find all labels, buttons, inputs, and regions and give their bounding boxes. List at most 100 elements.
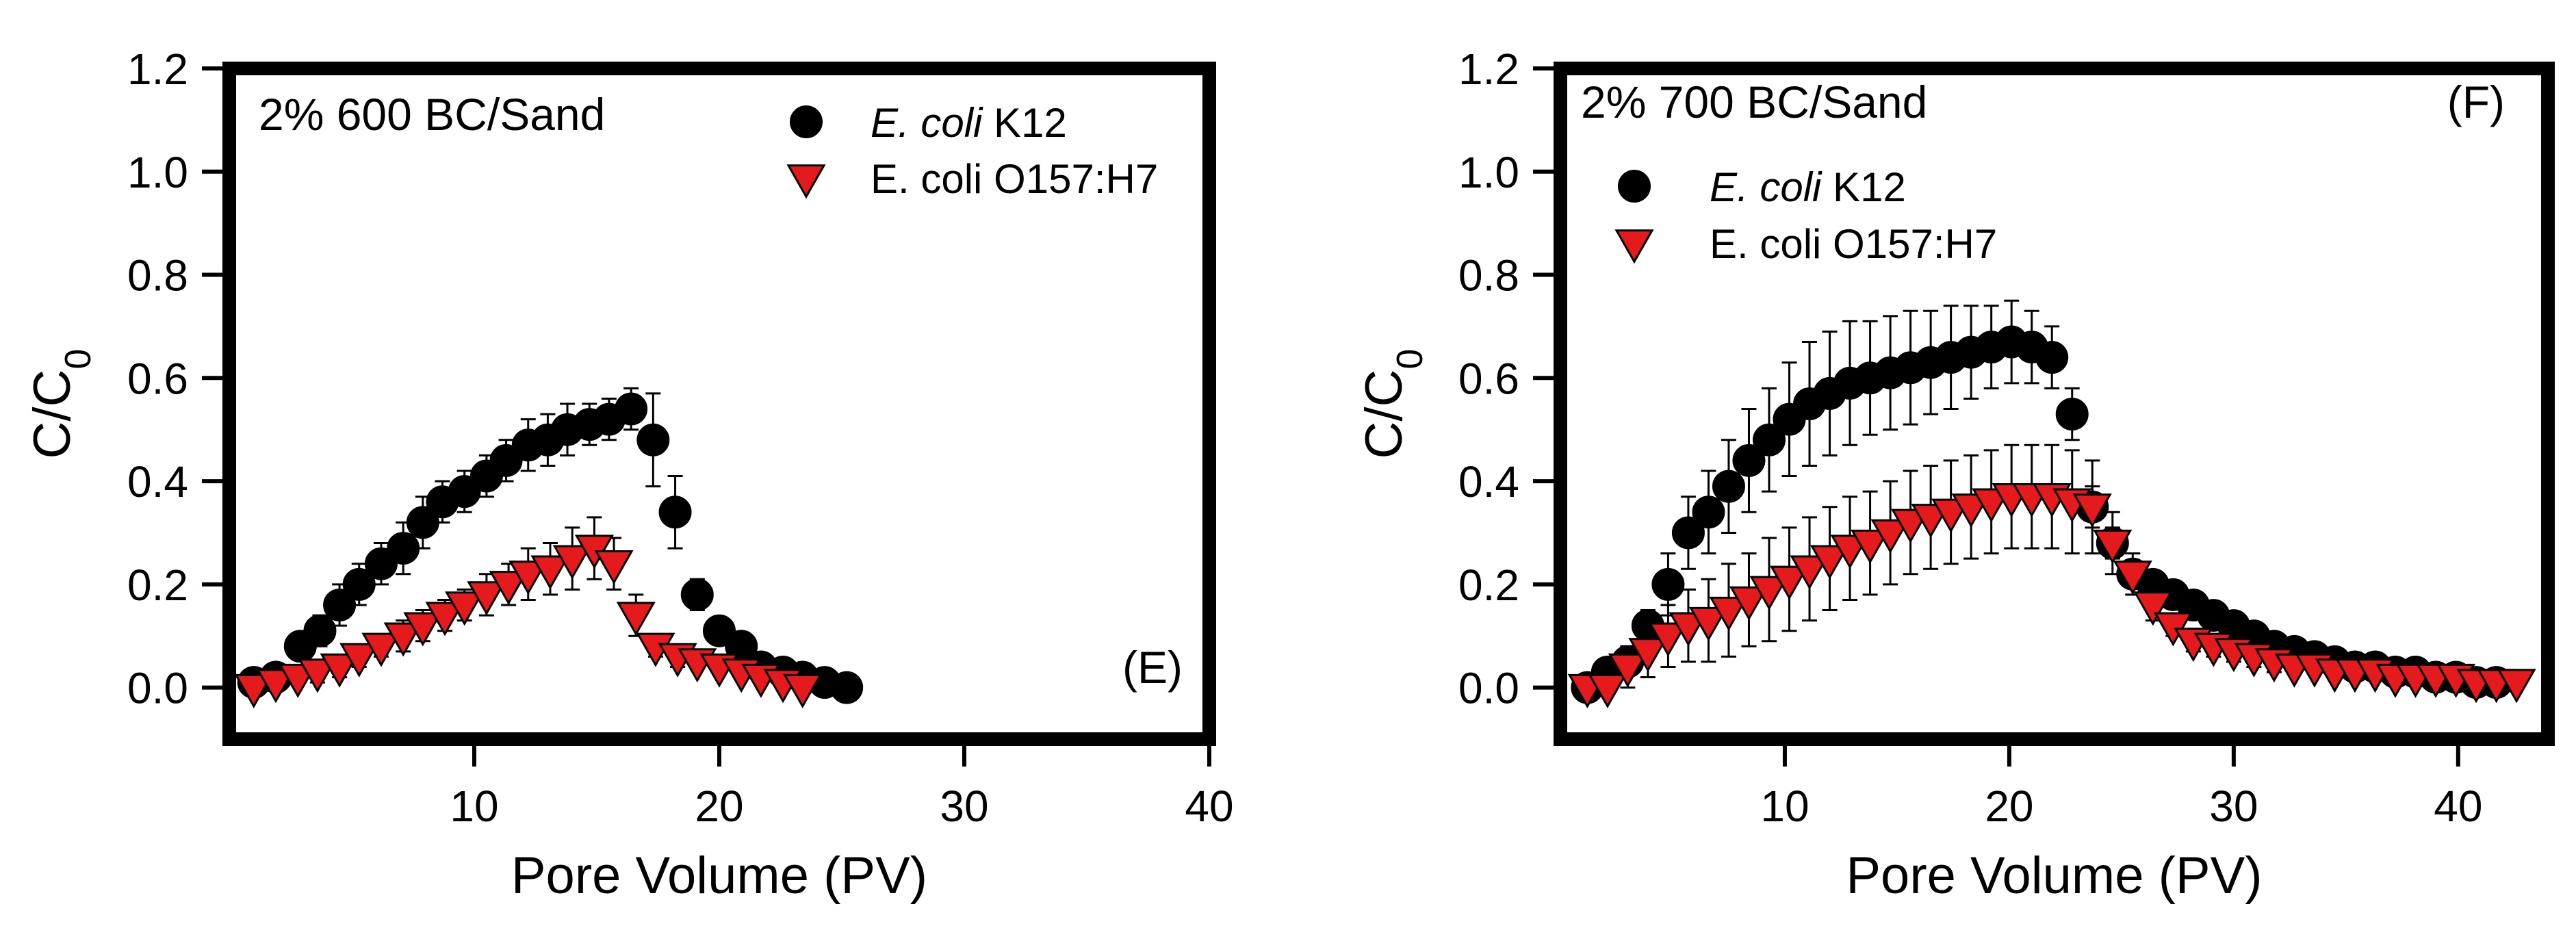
legend-label: E. coli K12 [1710, 164, 1906, 210]
data-point [361, 632, 401, 667]
data-point [530, 555, 570, 590]
x-tick-label: 10 [1760, 782, 1809, 831]
data-point [2093, 529, 2133, 564]
panel-label: (F) [2447, 77, 2505, 127]
series-k12 [1571, 299, 2513, 704]
series-o157 [234, 516, 823, 708]
legend-label-italic: E. coli [1710, 164, 1822, 210]
y-axis-label-main: C/C [1355, 370, 1413, 459]
y-tick-label: 1.0 [1458, 148, 1519, 197]
data-point [1709, 596, 1749, 631]
data-point [615, 392, 648, 426]
data-point [339, 643, 379, 678]
legend-label: E. coli K12 [871, 100, 1067, 146]
data-point [616, 602, 656, 636]
legend-label-text: E. coli O157:H7 [871, 156, 1158, 202]
data-point [489, 571, 528, 606]
y-axis-label-main: C/C [23, 370, 81, 459]
x-tick-label: 30 [940, 782, 988, 831]
data-point [1732, 443, 1766, 477]
data-point [467, 581, 506, 616]
data-point [658, 496, 692, 529]
legend-label-italic: E. coli [871, 100, 983, 146]
x-tick-label: 30 [2209, 782, 2258, 831]
data-point [783, 673, 823, 708]
data-point [1809, 545, 1850, 580]
data-point [1671, 516, 1705, 550]
data-point [298, 658, 337, 693]
data-point [1769, 565, 1809, 600]
panel-title: 2% 600 BC/Sand [259, 89, 605, 140]
panel-title: 2% 700 BC/Sand [1581, 77, 1927, 127]
y-axis-label-subscript: 0 [1389, 349, 1430, 370]
panel-label: (E) [1122, 642, 1183, 693]
legend-marker [1614, 229, 1654, 264]
y-axis-label: C/C0 [23, 349, 99, 459]
y-tick-label: 0.2 [127, 561, 188, 610]
plot-frame [1554, 62, 2555, 746]
legend-marker [786, 164, 826, 199]
data-point [2113, 561, 2152, 595]
x-tick-label: 40 [1185, 782, 1233, 831]
legend-label-text: K12 [982, 100, 1066, 146]
data-point [383, 622, 423, 657]
x-axis-label: Pore Volume (PV) [511, 847, 927, 905]
data-point [256, 669, 296, 704]
data-point [1752, 423, 1786, 456]
x-tick-label: 10 [450, 782, 498, 831]
legend-label-text: K12 [1821, 164, 1905, 210]
x-axis-label: Pore Volume (PV) [1846, 847, 2262, 905]
data-point [594, 550, 634, 585]
data-point [403, 612, 443, 647]
legend-label: E. coli O157:H7 [1710, 221, 1997, 267]
legend-marker [790, 105, 823, 138]
data-point [1588, 673, 1627, 708]
data-point [1648, 622, 1688, 657]
y-tick-label: 0.6 [127, 354, 188, 403]
data-point [1688, 606, 1729, 641]
data-point [234, 673, 274, 708]
data-point [1790, 555, 1829, 590]
x-tick-label: 40 [2434, 782, 2482, 831]
y-tick-label: 0.4 [1458, 457, 1519, 506]
y-tick-label: 1.2 [1458, 44, 1519, 94]
panel-f: 0.0 0.2 0.4 0.6 0.8 1.0 1.2 10 20 30 40 Pore Volume… [1355, 44, 2555, 905]
y-tick-label: 0.0 [127, 664, 188, 713]
legend-marker [1618, 170, 1651, 203]
data-point [320, 653, 359, 688]
data-point [1749, 576, 1789, 610]
data-point [425, 602, 465, 636]
data-point [1608, 653, 1647, 688]
x-tick-label: 20 [695, 782, 743, 831]
data-point [1870, 519, 1910, 554]
data-point [1850, 529, 1890, 564]
data-point [508, 561, 548, 595]
data-point [1712, 470, 1745, 503]
legend-label: E. coli O157:H7 [871, 156, 1158, 202]
data-point [445, 591, 485, 626]
y-tick-label: 0.0 [1458, 664, 1519, 713]
data-point [1692, 496, 1725, 529]
y-tick-label: 0.2 [1458, 561, 1519, 610]
y-tick-label: 1.0 [127, 148, 188, 197]
y-tick-label: 0.6 [1458, 354, 1519, 403]
data-point [1729, 586, 1769, 621]
y-tick-label: 0.8 [1458, 251, 1519, 300]
y-axis-label-subscript: 0 [57, 349, 99, 370]
data-point [1651, 567, 1685, 601]
y-tick-label: 1.2 [127, 44, 188, 94]
series-o157 [1567, 443, 2536, 708]
legend-label-text: E. coli O157:H7 [1710, 221, 1997, 267]
x-tick-label: 20 [1985, 782, 2033, 831]
data-point [303, 614, 337, 647]
y-tick-label: 0.4 [127, 457, 188, 506]
data-point [2072, 493, 2112, 528]
data-point [2497, 669, 2536, 704]
data-point [342, 567, 376, 601]
data-point [1628, 638, 1668, 673]
data-point [2035, 341, 2069, 374]
data-point [680, 578, 714, 611]
plot-frame [222, 62, 1216, 746]
data-point [2133, 591, 2173, 626]
data-point [830, 671, 864, 704]
